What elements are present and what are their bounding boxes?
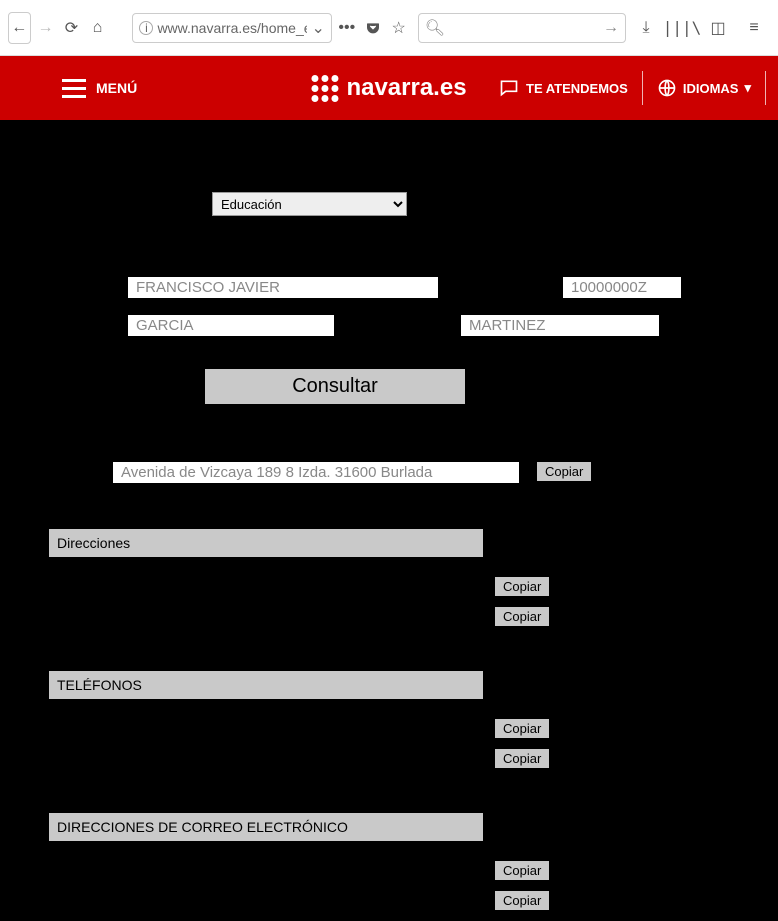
page-content: Educación Consultar Copiar Direcciones C… (0, 192, 778, 216)
search-bar[interactable]: 🔍︎ → (418, 13, 626, 43)
browser-chrome: ← → ⟳ ⌂ i www.navarra.es/home_es/ ⌄ ••• … (0, 0, 778, 56)
copiar-button[interactable]: Copiar (494, 890, 550, 911)
copiar-button[interactable]: Copiar (494, 718, 550, 739)
direcciones-header: Direcciones (48, 528, 484, 558)
section-tab (18, 812, 48, 814)
apellido1-field[interactable] (127, 314, 335, 337)
chevron-down-icon[interactable]: ⌄ (311, 18, 324, 38)
nombre-field[interactable] (127, 276, 439, 299)
separator (765, 71, 766, 105)
copiar-button[interactable]: Copiar (536, 461, 592, 482)
caret-down-icon: ▾ (744, 80, 751, 96)
copiar-button[interactable]: Copiar (494, 606, 550, 627)
sidebar-icon[interactable]: ◫ (702, 12, 734, 44)
dni-input[interactable] (571, 279, 673, 296)
copiar-button[interactable]: Copiar (494, 860, 550, 881)
reload-button[interactable]: ⟳ (61, 12, 83, 44)
section-tab (18, 528, 48, 530)
idiomas-button[interactable]: IDIOMAS ▾ (657, 78, 751, 98)
te-atendemos-label: TE ATENDEMOS (526, 81, 628, 96)
menu-label: MENÚ (96, 80, 137, 96)
section-tab (18, 670, 48, 672)
hamburger-icon[interactable]: ≡ (738, 12, 770, 44)
more-icon[interactable]: ••• (336, 12, 358, 44)
search-icon: 🔍︎ (425, 18, 445, 38)
idiomas-label: IDIOMAS (683, 81, 739, 96)
brand[interactable]: navarra.es (311, 74, 466, 102)
apellido2-input[interactable] (469, 317, 651, 334)
hamburger-icon (62, 79, 86, 98)
dni-field[interactable] (562, 276, 682, 299)
te-atendemos-button[interactable]: TE ATENDEMOS (498, 78, 628, 98)
apellido2-field[interactable] (460, 314, 660, 337)
go-icon[interactable]: → (603, 19, 619, 37)
telefonos-header: TELÉFONOS (48, 670, 484, 700)
url-text: www.navarra.es/home_es/ (157, 20, 307, 36)
menu-button[interactable]: MENÚ (62, 79, 137, 98)
home-button[interactable]: ⌂ (86, 12, 108, 44)
download-icon[interactable]: ⤓ (630, 12, 662, 44)
department-select[interactable]: Educación (212, 192, 407, 216)
direccion-input[interactable] (121, 464, 511, 481)
chat-icon (498, 78, 520, 98)
separator (642, 71, 643, 105)
brand-text: navarra.es (346, 74, 466, 102)
brand-icon (311, 75, 338, 102)
direccion-field[interactable] (112, 461, 520, 484)
nombre-input[interactable] (136, 279, 430, 296)
search-input[interactable] (449, 20, 599, 36)
star-icon[interactable]: ☆ (388, 12, 410, 44)
globe-icon (657, 78, 677, 98)
copiar-button[interactable]: Copiar (494, 748, 550, 769)
url-bar[interactable]: i www.navarra.es/home_es/ ⌄ (132, 13, 331, 43)
correos-header: DIRECCIONES DE CORREO ELECTRÓNICO (48, 812, 484, 842)
apellido1-input[interactable] (136, 317, 326, 334)
info-icon: i (139, 21, 153, 35)
pocket-icon[interactable] (362, 12, 384, 44)
back-button[interactable]: ← (8, 12, 31, 44)
library-icon[interactable]: |||\ (666, 12, 698, 44)
copiar-button[interactable]: Copiar (494, 576, 550, 597)
site-navbar: MENÚ navarra.es TE ATENDEMOS IDIOMAS ▾ (0, 56, 778, 120)
forward-button: → (35, 12, 57, 44)
consultar-button[interactable]: Consultar (204, 368, 466, 405)
